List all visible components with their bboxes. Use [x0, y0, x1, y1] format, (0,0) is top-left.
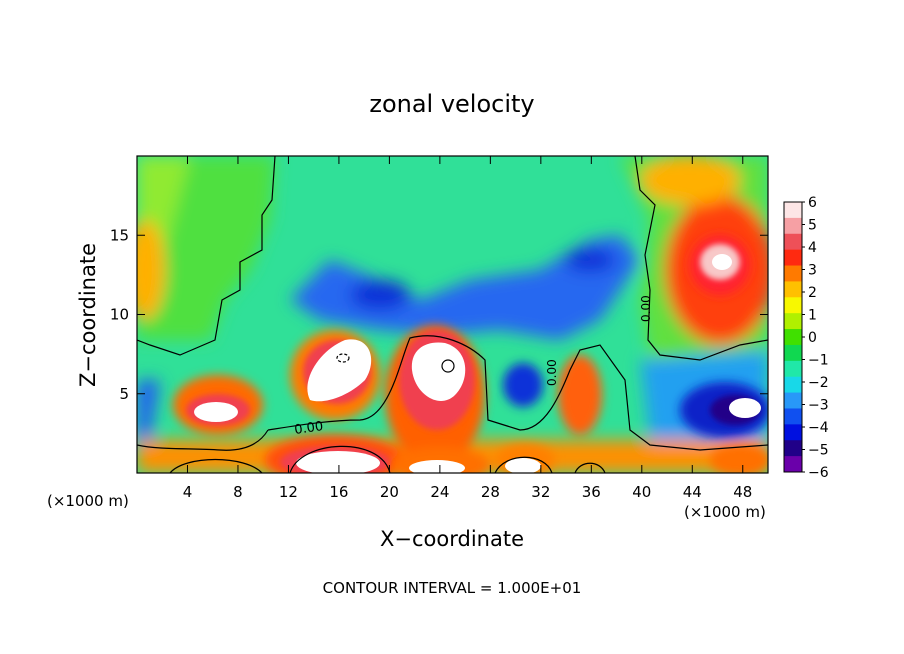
y-axis-title: Z−coordinate: [76, 243, 100, 387]
colorbar-swatch: [784, 456, 802, 473]
x-tick-label: 24: [430, 483, 449, 501]
colorbar-labels: 6 5 4 3 2 1 0 −1 −2 −3 −4 −5 −6: [802, 195, 829, 481]
colorbar: [784, 202, 802, 473]
colorbar-label: 5: [808, 218, 817, 234]
colorbar-label: 0: [808, 330, 817, 346]
contour-label: 0.00: [293, 419, 324, 438]
colorbar-swatch: [784, 344, 802, 362]
x-tick-label: 36: [582, 483, 601, 501]
y-tick-label: 10: [110, 306, 129, 324]
colorbar-swatch: [784, 440, 802, 457]
colorbar-swatch: [784, 281, 802, 298]
contour-label: 0.00: [545, 359, 559, 386]
colorbar-swatch: [784, 297, 802, 314]
colorbar-swatch: [784, 392, 802, 409]
x-tick-label: 32: [531, 483, 550, 501]
colorbar-label: −4: [808, 420, 829, 436]
colorbar-swatch: [784, 360, 802, 378]
heatmap-field: [137, 156, 768, 473]
colorbar-label: −3: [808, 398, 829, 414]
contour-label: 0.00: [639, 295, 653, 322]
colorbar-swatch: [784, 217, 802, 235]
colorbar-swatch: [784, 329, 802, 346]
colorbar-label: 6: [808, 195, 817, 211]
x-tick-label: 12: [279, 483, 298, 501]
x-tick-label: 8: [233, 483, 243, 501]
x-axis-title: X−coordinate: [380, 527, 524, 551]
colorbar-swatch: [784, 313, 802, 330]
y-tick-label: 5: [119, 385, 129, 403]
colorbar-label: −5: [808, 443, 829, 459]
chart-title: zonal velocity: [369, 90, 534, 118]
x-tick-label: 40: [632, 483, 651, 501]
colorbar-swatch: [784, 202, 802, 219]
colorbar-swatch: [784, 249, 802, 267]
y-tick-label: 15: [110, 226, 129, 244]
colorbar-label: 1: [808, 308, 817, 324]
colorbar-label: 2: [808, 285, 817, 301]
x-tick-label: 48: [733, 483, 752, 501]
colorbar-swatch: [784, 233, 802, 251]
colorbar-swatch: [784, 424, 802, 441]
y-axis: 5 10 15: [110, 226, 768, 403]
colorbar-swatch: [784, 376, 802, 394]
x-tick-label: 4: [183, 483, 193, 501]
x-axis: 4 8 12 16 20 24 28 32 36 40 44 48: [183, 156, 752, 501]
zero-contours: [137, 156, 768, 473]
x-unit-label-left: (×1000 m): [47, 492, 129, 510]
colorbar-label: 4: [808, 240, 817, 256]
x-tick-label: 20: [380, 483, 399, 501]
colorbar-label: −6: [808, 465, 829, 481]
x-tick-label: 44: [683, 483, 702, 501]
contour-interval: CONTOUR INTERVAL = 1.000E+01: [323, 579, 582, 597]
x-tick-label: 16: [329, 483, 348, 501]
x-unit-label-right: (×1000 m): [684, 503, 766, 521]
colorbar-label: 3: [808, 263, 817, 279]
colorbar-swatch: [784, 265, 802, 282]
colorbar-swatch: [784, 408, 802, 425]
colorbar-label: −2: [808, 375, 829, 391]
x-tick-label: 28: [481, 483, 500, 501]
colorbar-label: −1: [808, 353, 829, 369]
